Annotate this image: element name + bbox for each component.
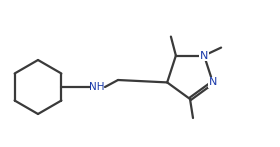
- Text: NH: NH: [89, 82, 105, 92]
- Text: N: N: [209, 77, 217, 87]
- Text: N: N: [200, 51, 208, 61]
